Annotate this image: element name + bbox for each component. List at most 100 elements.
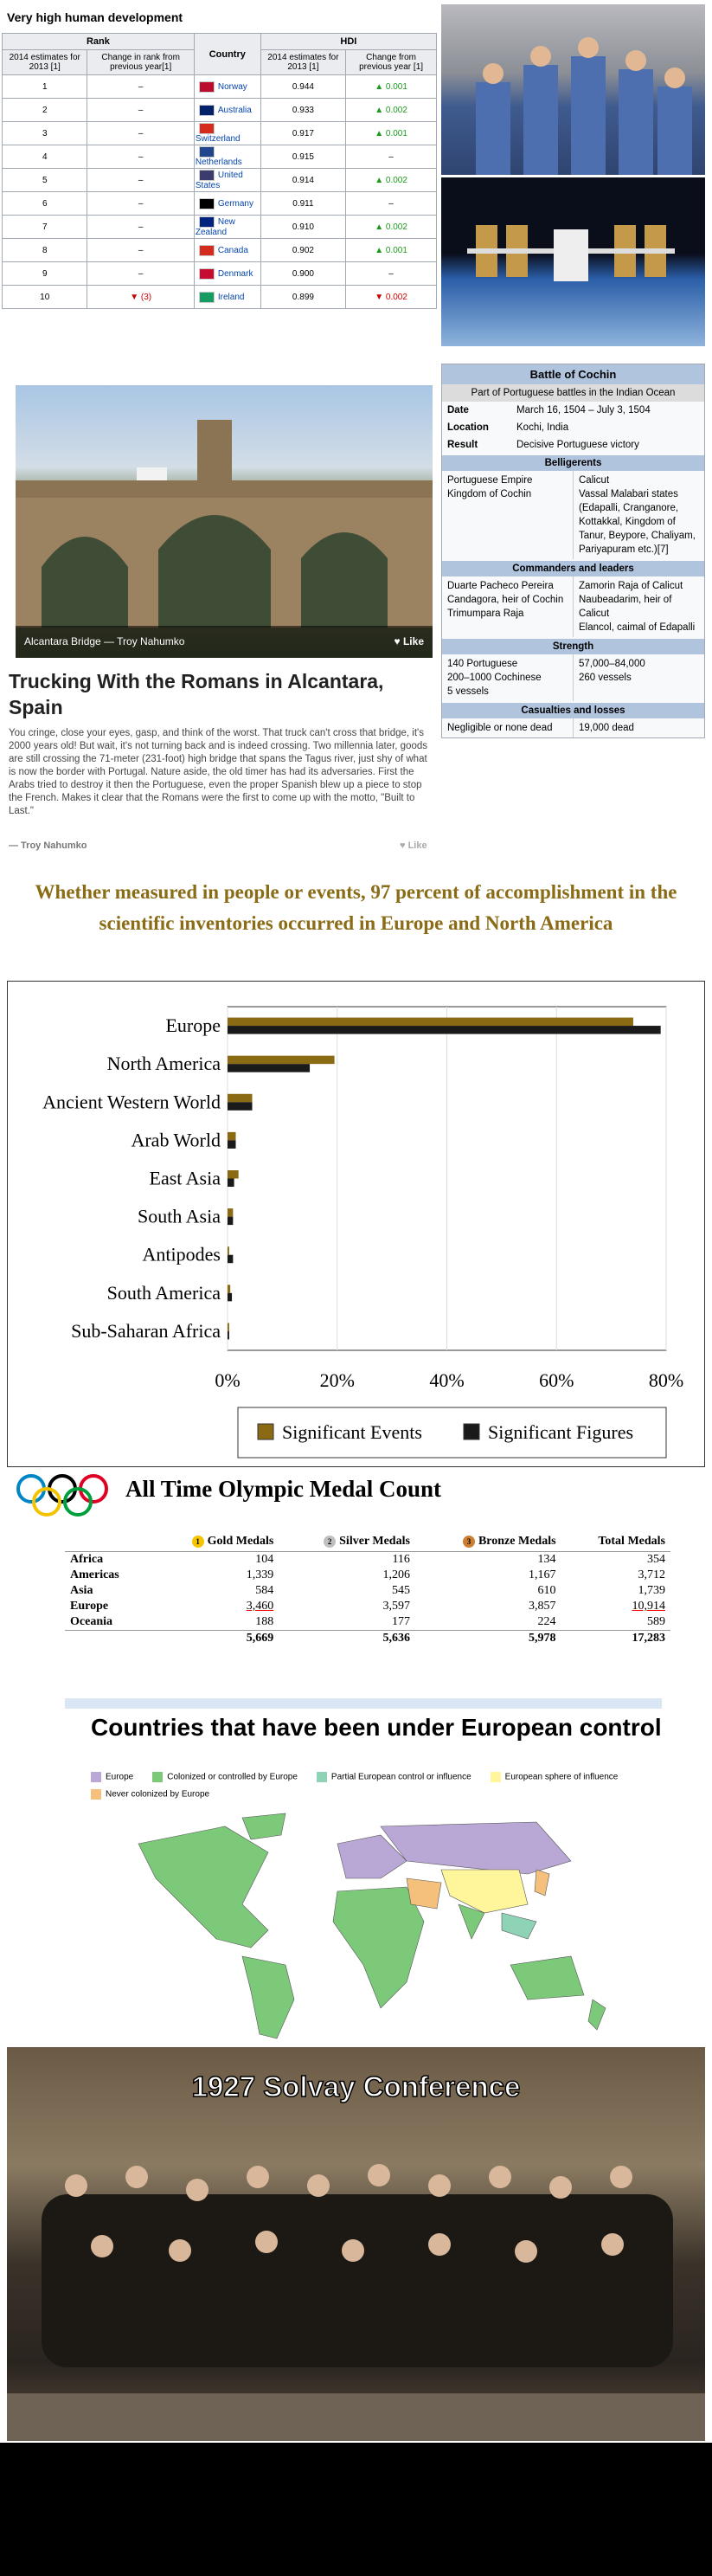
bar [228, 1055, 335, 1065]
table-cell: 0.914 [260, 168, 347, 192]
table-cell: Australia [193, 98, 261, 122]
legend-item: European sphere of influence [490, 1772, 619, 1782]
like-button[interactable]: ♥ Like [400, 840, 427, 851]
astronaut-art [476, 37, 692, 175]
map-legend: Europe Colonized or controlled by Europe P… [91, 1772, 662, 1800]
table-cell: Norway [193, 74, 261, 99]
table-row: 1 – Norway 0.944 ▲ 0.001 [1, 74, 437, 99]
table-row: Oceania 188 177 224 589 [65, 1614, 670, 1631]
section-column: Duarte Pacheco Pereira Candagora, heir of… [442, 576, 573, 637]
cell-text: – [138, 81, 144, 92]
country-link[interactable]: Switzerland [195, 134, 241, 144]
country-link[interactable]: Norway [217, 81, 247, 92]
legend-label: Significant Figures [488, 1421, 633, 1443]
table-cell: 5 [1, 168, 88, 192]
legend-swatch [91, 1772, 101, 1782]
table-cell: 2 [1, 98, 88, 122]
country-link[interactable]: New Zealand [195, 217, 235, 237]
country-link[interactable]: Netherlands [195, 158, 242, 167]
cell-text: – [138, 268, 144, 279]
cell-text: ▲ 0.002 [375, 105, 407, 115]
hdi-title: Very high human development [7, 10, 183, 24]
table-cell: 584 [255, 1584, 274, 1597]
table-cell: 104 [255, 1553, 274, 1566]
table-cell: Asia [70, 1584, 93, 1597]
x-tick-label: 60% [539, 1369, 574, 1391]
section-item: Elancol, caimal of Edapalli [579, 622, 696, 633]
flag [198, 123, 215, 134]
bar [228, 1140, 236, 1149]
table-cell: – [87, 145, 195, 169]
bar [228, 1026, 661, 1034]
header-cell: 3 Bronze Medals [414, 1532, 561, 1552]
bar [228, 1246, 229, 1255]
legend-label: Partial European control or influence [330, 1772, 471, 1782]
bar [228, 1102, 253, 1111]
table-cell: ▲ 0.002 [345, 98, 437, 122]
cell-text: 7 [42, 222, 48, 232]
legend-label: Significant Events [282, 1421, 422, 1443]
table-cell: 177 [391, 1615, 410, 1628]
section-columns: Duarte Pacheco Pereira Candagora, heir of… [442, 576, 704, 637]
flag [198, 80, 215, 93]
fact-value: March 16, 1504 – July 3, 1504 [516, 405, 651, 415]
bar [228, 1131, 236, 1141]
country-link[interactable]: Australia [217, 105, 252, 115]
section-item: Candagora, heir of Cochin [447, 595, 564, 605]
table-cell: 188 [255, 1615, 274, 1628]
solvay-caption: 1927 Solvay Conference [191, 2070, 521, 2103]
table-cell: Switzerland [193, 121, 261, 145]
cell-text: 0.899 [292, 292, 314, 302]
table-cell: Europe [70, 1600, 109, 1613]
table-cell: 5,978 [414, 1630, 561, 1646]
header-cell: Rank [2, 33, 195, 50]
bridge-photo: Alcantara Bridge — Troy Nahumko ♥ Like [16, 385, 433, 658]
country-link[interactable]: Ireland [217, 292, 245, 302]
fact-value: Decisive Portuguese victory [516, 440, 639, 450]
table-cell: ▼ 0.002 [345, 285, 437, 309]
cell-text: – [138, 222, 144, 232]
section-heading: Commanders and leaders [442, 561, 704, 576]
legend-swatch [463, 1423, 480, 1440]
header-cell: 1 Gold Medals [148, 1532, 279, 1552]
table-cell: ▲ 0.002 [345, 215, 437, 239]
section-item: Duarte Pacheco Pereira [447, 581, 554, 591]
like-button[interactable]: ♥ Like [394, 635, 425, 647]
table-cell: Africa [70, 1553, 104, 1566]
cell-text: 3 [42, 128, 48, 138]
table-cell: 134 [537, 1553, 556, 1566]
country-link[interactable]: Denmark [217, 268, 253, 279]
chart-title: Whether measured in people or events, 97… [35, 881, 677, 934]
table-row: Americas 1,339 1,206 1,167 3,712 [65, 1568, 670, 1583]
table-cell: 3,460 [246, 1600, 274, 1613]
cell-text: 0.933 [292, 105, 314, 115]
station-art [467, 225, 675, 281]
table-cell: – [87, 168, 195, 192]
table-cell: 545 [391, 1584, 410, 1597]
header-text: Total Medals [598, 1535, 665, 1548]
cell-text: – [388, 151, 394, 162]
bar [228, 1285, 231, 1293]
table-row: Africa 104 116 134 354 [65, 1552, 670, 1568]
solvay-photo [7, 2047, 705, 2441]
country-link[interactable]: Canada [217, 245, 248, 255]
cell-text: – [138, 198, 144, 209]
cell-text: 0.911 [292, 198, 314, 209]
table-cell: 10 [1, 285, 88, 309]
footer-band [0, 2443, 712, 2576]
table-cell: 0.933 [260, 98, 347, 122]
section-column: Calicut Vassal Malabari states (Edapalli,… [573, 471, 704, 559]
table-cell: 354 [647, 1553, 665, 1566]
country-link[interactable]: United States [195, 171, 243, 190]
flag [198, 104, 215, 116]
table-cell: – [87, 238, 195, 262]
legend-label: European sphere of influence [504, 1772, 619, 1782]
cell-text: ▼ (3) [130, 292, 152, 302]
table-cell: ▲ 0.001 [345, 238, 437, 262]
legend-item: Europe [91, 1772, 133, 1782]
country-link[interactable]: Germany [217, 198, 253, 209]
table-cell: Canada [193, 238, 261, 262]
article-author: — Troy Nahumko [9, 840, 87, 851]
y-tick-label: Ancient Western World [42, 1091, 221, 1112]
section-item: Vassal Malabari states (Edapalli, Cranga… [579, 489, 696, 555]
